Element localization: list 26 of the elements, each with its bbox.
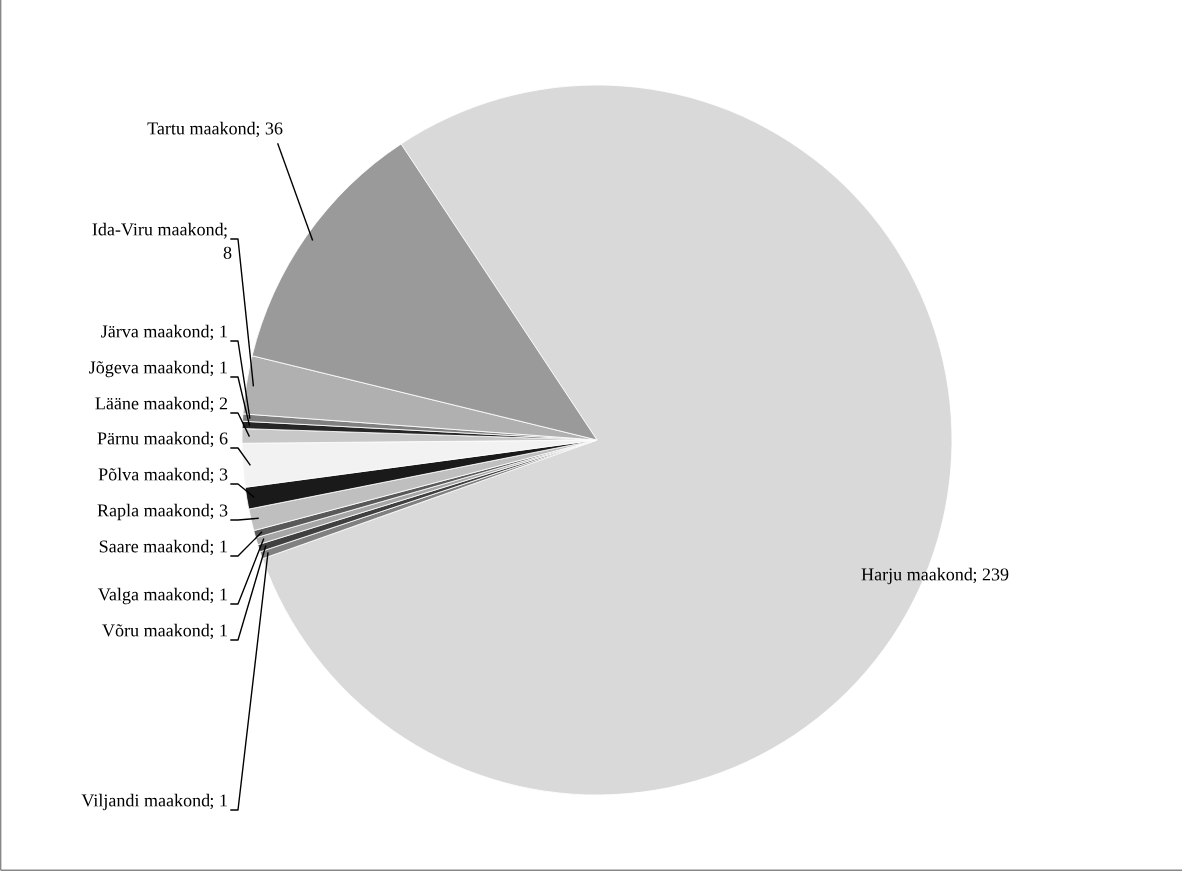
data-label: ; 1 (210, 361, 227, 377)
slice-label: Jõgeva maakond (89, 360, 210, 378)
data-label: ; 1 (210, 794, 227, 810)
data-label: ; 6 (210, 432, 228, 448)
data-label: ; 1 (210, 540, 227, 556)
data-label: ; 3 (210, 468, 228, 484)
slice-label: Rapla maakond (97, 503, 210, 521)
data-label: ; 239 (973, 568, 1009, 584)
slice-label: Ida-Viru maakond (92, 222, 224, 236)
data-label: ; 36 (256, 122, 283, 138)
slice-label: Tartu maakond (147, 121, 256, 135)
slice-label: Pärnu maakond (97, 431, 210, 445)
data-label: ; 8 (223, 227, 232, 259)
data-label: ; 1 (210, 588, 227, 604)
slice-label: Valga maakond (98, 587, 210, 605)
data-label: ; 2 (210, 397, 228, 413)
slice-label: Harju maakond (861, 567, 973, 585)
slice-label: Põlva maakond (98, 467, 210, 481)
data-label: ; 3 (210, 504, 228, 520)
slice-label: Võru maakond (102, 623, 210, 637)
slice-label: Järva maakond (101, 324, 210, 338)
slice-label: Viljandi maakond (81, 793, 210, 811)
data-label: ; 1 (210, 325, 227, 341)
slice-label: Saare maakond (99, 539, 210, 553)
slice-label: Lääne maakond (95, 396, 210, 410)
data-label: ; 1 (210, 624, 227, 640)
